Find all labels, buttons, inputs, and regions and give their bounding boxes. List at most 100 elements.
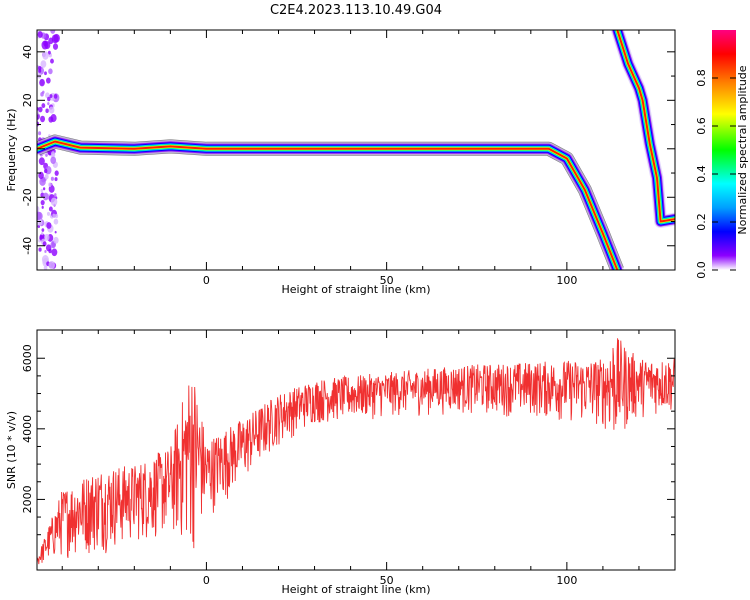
y-tick-label: 20 bbox=[21, 93, 34, 107]
noise-point bbox=[38, 239, 41, 243]
colorbar-tick-label: 0.8 bbox=[695, 69, 708, 87]
noise-point bbox=[38, 247, 42, 252]
noise-point bbox=[45, 108, 49, 113]
noise-point bbox=[44, 71, 47, 76]
noise-point bbox=[48, 68, 53, 75]
noise-point bbox=[50, 114, 57, 123]
noise-point bbox=[42, 192, 49, 201]
noise-point bbox=[46, 222, 52, 229]
noise-point bbox=[41, 103, 46, 109]
noise-point bbox=[44, 250, 47, 253]
y-tick-label: 6000 bbox=[21, 344, 34, 372]
noise-point bbox=[37, 113, 40, 120]
noise-point bbox=[42, 187, 46, 191]
noise-point bbox=[47, 96, 51, 102]
noise-point bbox=[53, 94, 58, 99]
colorbar-ticks: 0.0 0.2 0.4 0.6 0.8 bbox=[695, 69, 736, 279]
noise-point bbox=[50, 197, 58, 207]
noise-point bbox=[37, 65, 42, 71]
snr-frame bbox=[36, 329, 676, 571]
y-tick-label: -20 bbox=[21, 188, 34, 206]
noise-point bbox=[54, 170, 59, 176]
noise-point bbox=[48, 260, 55, 270]
noise-point bbox=[53, 236, 59, 244]
noise-point bbox=[48, 37, 54, 45]
noise-point bbox=[40, 200, 45, 206]
noise-point bbox=[38, 106, 43, 113]
ridge-layer-6 bbox=[37, 140, 619, 270]
noise-point bbox=[50, 30, 56, 34]
snr-y-axis-label: SNR (10 * v/v) bbox=[5, 411, 18, 489]
noise-point bbox=[42, 51, 49, 60]
noise-point bbox=[48, 248, 52, 254]
noise-point bbox=[40, 60, 47, 68]
noise-point bbox=[48, 182, 52, 188]
noise-point bbox=[37, 218, 43, 226]
colorbar-tick-label: 0.0 bbox=[695, 261, 708, 279]
noise-point bbox=[46, 211, 51, 216]
noise-point bbox=[54, 213, 59, 219]
noise-point bbox=[44, 41, 51, 50]
noise-point bbox=[37, 205, 40, 213]
noise-point bbox=[54, 230, 57, 234]
noise-point bbox=[44, 174, 49, 180]
snr-x-axis-label: Height of straight line (km) bbox=[281, 583, 430, 596]
noise-point bbox=[41, 232, 44, 236]
colorbar-tick-label: 0.2 bbox=[695, 213, 708, 231]
noise-point bbox=[47, 102, 50, 106]
x-tick-label: 50 bbox=[380, 574, 394, 587]
y-tick-label: 2000 bbox=[21, 485, 34, 513]
noise-point bbox=[38, 171, 44, 180]
noise-point bbox=[50, 156, 57, 165]
spectrogram-x-axis-label: Height of straight line (km) bbox=[281, 283, 430, 296]
snr-series-line bbox=[37, 338, 675, 565]
noise-point bbox=[44, 168, 48, 174]
noise-point bbox=[53, 218, 59, 225]
noise-point bbox=[47, 50, 51, 55]
y-tick-label: 4000 bbox=[21, 415, 34, 443]
snr-ticks: 0 50 100 2000 4000 6000 bbox=[21, 330, 675, 587]
ridge2-layer-6 bbox=[616, 30, 675, 223]
noise-point bbox=[37, 31, 43, 38]
noise-point bbox=[40, 115, 46, 123]
noise-point bbox=[49, 94, 53, 99]
figure-title: C2E4.2023.113.10.49.G04 bbox=[270, 3, 442, 18]
noise-point bbox=[39, 78, 45, 87]
noise-point bbox=[41, 228, 45, 232]
x-tick-label: 100 bbox=[556, 574, 577, 587]
noise-point bbox=[38, 69, 42, 73]
spectrogram-panel: 0 50 100 -40 -20 0 20 40 Height of straight lin… bbox=[5, 29, 676, 296]
x-tick-label: 0 bbox=[203, 274, 210, 287]
noise-point bbox=[52, 213, 56, 218]
noise-point bbox=[50, 151, 55, 157]
y-tick-label: -40 bbox=[21, 237, 34, 255]
noise-point bbox=[50, 176, 54, 181]
colorbar-label: Normalized spectral amplitude bbox=[736, 65, 749, 234]
noise-point bbox=[37, 211, 42, 221]
noise-point bbox=[50, 58, 54, 64]
spectrogram-marks bbox=[37, 30, 675, 270]
noise-point bbox=[40, 188, 44, 193]
spectrogram-y-axis-label: Frequency (Hz) bbox=[5, 109, 18, 192]
x-tick-label: 100 bbox=[556, 274, 577, 287]
noise-point bbox=[42, 90, 45, 94]
noise-point bbox=[54, 193, 57, 197]
snr-plot-area bbox=[37, 330, 675, 570]
noise-point bbox=[41, 205, 44, 209]
noise-point bbox=[54, 177, 58, 182]
noise-point bbox=[53, 33, 60, 43]
spectrogram-ticks: 0 50 100 -40 -20 0 20 40 bbox=[21, 30, 675, 287]
colorbar-gradient bbox=[712, 30, 736, 270]
noise-point bbox=[37, 121, 40, 127]
colorbar-tick-label: 0.4 bbox=[695, 165, 708, 183]
snr-panel: 0 50 100 2000 4000 6000 Height of straight li… bbox=[5, 329, 676, 596]
noise-point bbox=[38, 157, 45, 166]
y-tick-label: 0 bbox=[21, 145, 34, 152]
spectrogram-frame bbox=[36, 29, 676, 271]
noise-point bbox=[44, 233, 50, 241]
noise-point bbox=[42, 241, 47, 247]
noise-point bbox=[51, 248, 58, 257]
noise-point bbox=[45, 153, 48, 157]
x-tick-label: 0 bbox=[203, 574, 210, 587]
